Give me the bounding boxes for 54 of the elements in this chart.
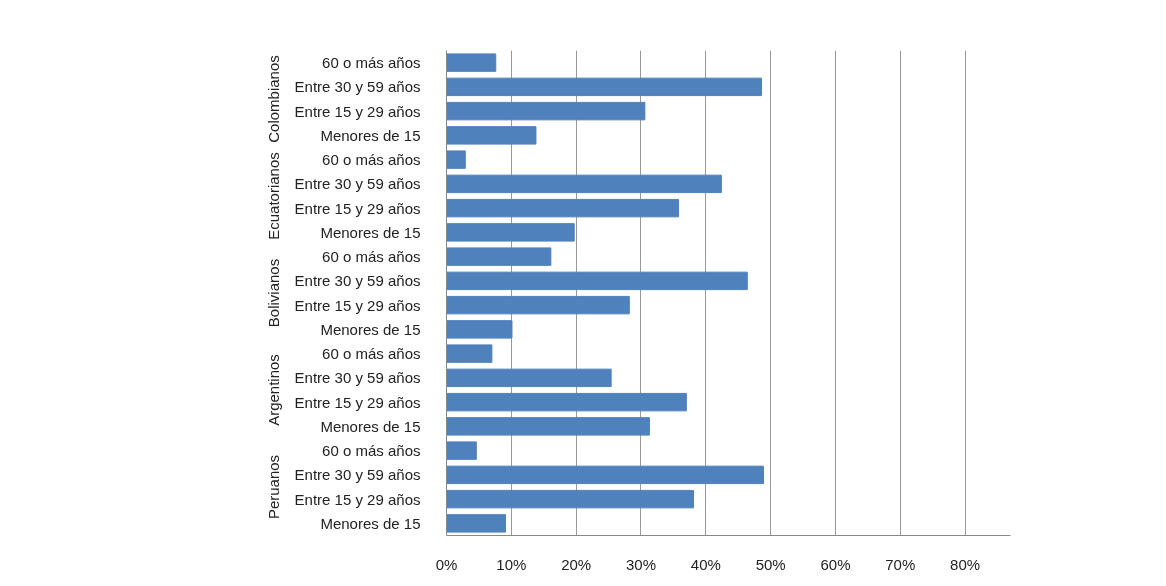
bar — [446, 368, 612, 388]
bar — [446, 223, 575, 242]
bar — [446, 53, 497, 72]
y-tick-label: Entre 15 y 29 años — [294, 199, 421, 217]
y-tick-label: 60 o más años — [322, 442, 421, 460]
bar — [446, 344, 493, 363]
text: Peruanos — [264, 454, 282, 520]
bar — [446, 101, 646, 121]
y-tick-label: Menores de 15 — [320, 223, 421, 241]
bar — [446, 126, 537, 145]
bar — [446, 174, 722, 194]
x-tick-label: 80% — [950, 555, 981, 573]
bar — [446, 320, 513, 339]
x-tick-label: 60% — [820, 555, 851, 573]
bar — [446, 77, 763, 97]
bar — [446, 441, 477, 460]
y-tick-label: Entre 30 y 59 años — [294, 175, 421, 193]
bar — [446, 295, 630, 315]
y-tick-label: Menores de 15 — [320, 417, 421, 435]
y-tick-label: 60 o más años — [322, 54, 421, 72]
y-tick-label: Entre 30 y 59 años — [294, 272, 421, 290]
y-tick-label: Menores de 15 — [320, 126, 421, 144]
bar — [446, 198, 680, 218]
y-tick-label: Entre 30 y 59 años — [294, 78, 421, 96]
bar — [446, 417, 650, 436]
bar — [446, 271, 748, 291]
bar — [446, 465, 765, 485]
y-tick-label: Entre 30 y 59 años — [294, 369, 421, 387]
y-tick-label: Entre 30 y 59 años — [294, 466, 421, 484]
y-tick-label: 60 o más años — [322, 345, 421, 363]
text: Ecuatorianos — [264, 152, 282, 240]
bar — [446, 247, 552, 266]
y-tick-label: 60 o más años — [322, 151, 421, 169]
text: Colombianos — [264, 55, 282, 143]
x-tick-label: 10% — [496, 555, 527, 573]
bar — [446, 489, 694, 509]
text: Argentinos — [264, 354, 282, 426]
x-tick-label: 20% — [561, 555, 592, 573]
x-tick-label: 70% — [885, 555, 916, 573]
text: Bolivianos — [264, 258, 282, 328]
bar — [446, 150, 466, 169]
x-tick-label: 40% — [690, 555, 721, 573]
y-tick-label: Entre 15 y 29 años — [294, 102, 421, 120]
y-tick-label: Entre 15 y 29 años — [294, 490, 421, 508]
y-tick-label: Menores de 15 — [320, 320, 421, 338]
x-tick-label: 0% — [435, 555, 458, 573]
y-tick-label: Entre 15 y 29 años — [294, 393, 421, 411]
y-tick-label: Menores de 15 — [320, 514, 421, 532]
x-tick-label: 30% — [625, 555, 656, 573]
y-tick-label: 60 o más años — [322, 248, 421, 266]
y-tick-label: Entre 15 y 29 años — [294, 296, 421, 314]
bar — [446, 514, 506, 533]
x-tick-label: 50% — [755, 555, 786, 573]
bar — [446, 392, 687, 412]
